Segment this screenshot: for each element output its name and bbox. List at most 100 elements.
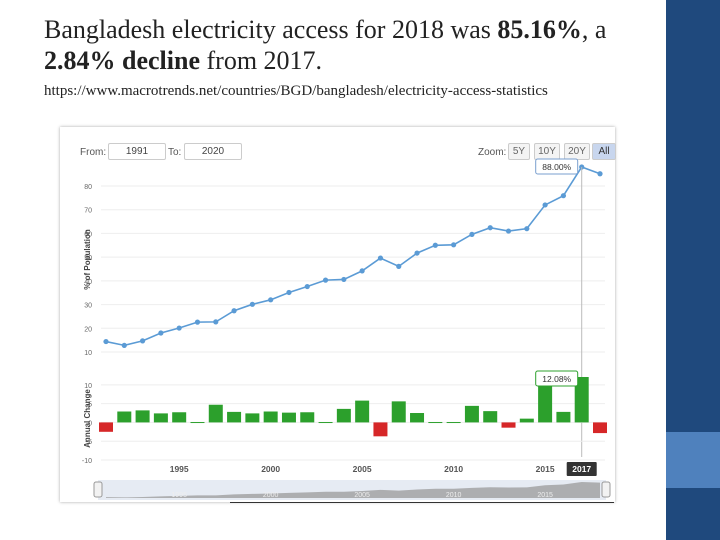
y-axis-label-population: % of Population — [83, 229, 92, 290]
bar — [428, 422, 443, 424]
bar — [245, 413, 260, 423]
data-point — [469, 231, 475, 237]
data-point — [304, 283, 310, 290]
data-point — [396, 263, 402, 269]
data-point — [158, 330, 164, 336]
y-tick-label: 5 — [88, 402, 92, 409]
bar — [300, 412, 315, 423]
y-tick-label: 20 — [84, 326, 92, 333]
bar — [373, 422, 388, 437]
bar — [538, 384, 553, 423]
bar — [519, 418, 534, 423]
data-point — [432, 242, 438, 248]
data-point — [322, 277, 329, 283]
x-tick-label: 2010 — [444, 464, 463, 474]
x-tick-label: 2005 — [353, 464, 372, 474]
bar — [593, 422, 607, 434]
data-point — [268, 297, 274, 303]
x-tick-label: 1995 — [170, 464, 189, 474]
tooltip-value: 12.08% — [542, 374, 571, 384]
data-point — [249, 301, 255, 307]
bar — [263, 411, 278, 423]
title-value: 85.16% — [497, 15, 582, 44]
navigator-label: 2000 — [263, 492, 279, 499]
bar — [99, 422, 113, 432]
y-tick-label: 10 — [84, 383, 92, 390]
y-axis-label-change: Annual Change — [83, 389, 92, 448]
data-point — [524, 226, 530, 232]
y-tick-label: -10 — [82, 458, 92, 465]
slide-title: Bangladesh electricity access for 2018 w… — [44, 14, 654, 76]
y-tick-label: 60 — [84, 231, 92, 238]
from-date-input[interactable]: 1991 — [108, 143, 166, 160]
bar — [391, 401, 406, 423]
bar — [464, 405, 479, 423]
data-point — [597, 171, 603, 177]
divider-line — [230, 502, 614, 503]
y-tick-label: 40 — [84, 279, 92, 286]
bar — [556, 411, 571, 423]
data-point — [213, 319, 219, 325]
bar — [483, 411, 498, 423]
x-tick-label: 2017 — [572, 464, 591, 474]
from-label: From: — [80, 147, 107, 158]
bar — [208, 404, 223, 423]
y-tick-label: 10 — [84, 350, 92, 357]
bar — [190, 422, 205, 424]
bar — [117, 411, 132, 423]
data-point — [377, 255, 384, 261]
data-point — [487, 225, 493, 231]
navigator-label: 2005 — [354, 492, 370, 499]
bar — [318, 422, 333, 424]
y-tick-label: 50 — [84, 255, 92, 262]
chart-widget: From: 1991 To: 2020 Zoom: 5Y 10Y 20Y All… — [60, 127, 616, 502]
title-suffix: from 2017. — [200, 46, 323, 75]
x-tick-label: 2000 — [261, 464, 280, 474]
to-date-input[interactable]: 2020 — [184, 143, 242, 160]
x-tick-label: 2015 — [536, 464, 555, 474]
navigator-handle-left[interactable] — [93, 481, 103, 498]
data-point — [194, 319, 201, 325]
navigator-label: 1995 — [171, 492, 187, 499]
data-point — [176, 325, 182, 331]
bar — [574, 377, 589, 423]
y-tick-label: 30 — [84, 303, 92, 310]
x-axis-highlight — [566, 462, 597, 476]
zoom-label: Zoom: — [478, 147, 507, 158]
data-point — [103, 338, 109, 345]
to-label: To: — [168, 147, 182, 158]
zoom-5y-button[interactable]: 5Y — [508, 143, 530, 160]
y-tick-label: 70 — [84, 208, 92, 215]
bar — [410, 413, 425, 423]
bar — [172, 412, 187, 423]
source-url[interactable]: https://www.macrotrends.net/countries/BG… — [44, 83, 548, 99]
bar — [501, 422, 516, 428]
data-point — [121, 342, 127, 348]
bar — [336, 408, 351, 423]
data-point — [560, 193, 567, 199]
data-point — [139, 338, 146, 344]
bar — [135, 410, 150, 423]
bar — [446, 422, 461, 424]
bar — [281, 412, 296, 423]
navigator-area — [106, 482, 600, 498]
tooltip-value: 88.00% — [542, 162, 571, 172]
data-point — [451, 242, 457, 248]
zoom-all-button[interactable]: All — [592, 143, 616, 160]
data-point — [286, 289, 292, 296]
y-tick-label: 80 — [84, 184, 92, 191]
data-point — [505, 228, 512, 234]
bar — [227, 411, 242, 423]
tooltip-box — [535, 158, 579, 175]
bar — [153, 413, 168, 423]
tooltip-box — [535, 370, 579, 387]
y-tick-label: 0 — [88, 420, 92, 427]
data-point — [414, 250, 420, 256]
navigator-handle-right[interactable] — [601, 481, 611, 498]
data-point — [542, 202, 548, 208]
data-point — [341, 276, 347, 283]
title-prefix: Bangladesh electricity access for 2018 w… — [44, 15, 498, 44]
data-point — [359, 268, 365, 274]
y-tick-label: -5 — [86, 439, 92, 446]
data-point — [231, 308, 237, 314]
